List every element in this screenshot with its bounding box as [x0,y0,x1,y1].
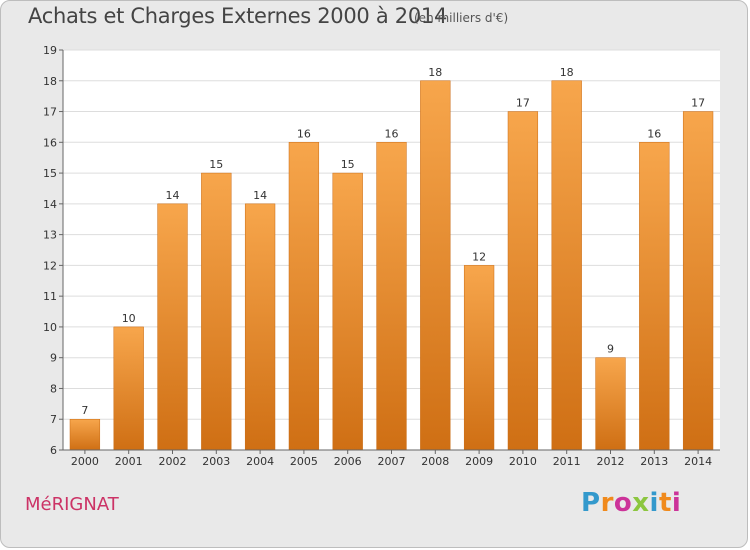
bar-value-label: 12 [472,250,486,263]
x-tick-label: 2002 [159,455,187,468]
logo-letter: P [581,488,601,518]
y-tick-label: 16 [43,136,57,149]
bar-2001 [113,326,144,451]
logo-letter: o [613,488,633,518]
x-tick-label: 2001 [115,455,143,468]
bar-value-label: 7 [81,404,88,417]
y-tick-label: 11 [43,290,57,303]
y-tick-label: 18 [43,75,57,88]
logo-letter: t [658,488,672,518]
chart-title: Achats et Charges Externes 2000 à 2014 [28,4,448,28]
city-name: MéRIGNAT [25,494,119,515]
bar-2004 [244,203,276,451]
bar-2010 [507,111,539,451]
bar-2006 [332,172,363,451]
x-tick-label: 2010 [509,455,537,468]
x-tick-label: 2014 [684,455,712,468]
y-tick-label: 10 [43,321,57,334]
bar-2011 [551,80,582,451]
logo-letter: x [632,488,650,518]
bar-2008 [420,80,451,451]
y-tick-label: 17 [43,106,57,119]
bar-value-label: 16 [647,127,661,140]
bar-value-label: 16 [297,127,311,140]
y-tick-label: 13 [43,229,57,242]
proxiti-logo: Proxiti [581,488,681,518]
x-tick-label: 2013 [640,455,668,468]
bar-2013 [639,142,670,451]
bar-value-label: 14 [253,189,267,202]
bar-2012 [595,357,626,451]
y-tick-label: 14 [43,198,57,211]
bar-2007 [376,142,407,451]
bar-value-label: 9 [607,343,614,356]
x-tick-label: 2004 [246,455,274,468]
bar-2003 [201,172,232,451]
logo-letter: r [600,488,614,518]
chart-subtitle: (en milliers d'€) [414,11,509,25]
bar-value-label: 17 [691,97,705,110]
y-tick-label: 6 [50,444,57,457]
y-tick-label: 15 [43,167,57,180]
bar-value-label: 10 [122,312,136,325]
y-tick-label: 9 [50,352,57,365]
y-tick-label: 12 [43,259,57,272]
bar-value-label: 18 [560,66,574,79]
logo-letter: i [671,488,682,518]
x-tick-label: 2011 [553,455,581,468]
bar-2005 [288,142,320,451]
x-tick-label: 2008 [421,455,449,468]
bar-2014 [682,111,714,451]
bar-value-label: 15 [209,158,223,171]
x-tick-label: 2005 [290,455,318,468]
x-tick-label: 2006 [334,455,362,468]
bar-value-label: 18 [428,66,442,79]
bar-value-label: 17 [516,97,530,110]
x-tick-label: 2007 [378,455,406,468]
bar-value-label: 15 [341,158,355,171]
logo-letter: i [649,488,659,518]
bar-value-label: 14 [166,189,180,202]
y-tick-label: 8 [50,382,57,395]
y-tick-label: 19 [43,44,57,57]
x-tick-label: 2003 [202,455,230,468]
x-tick-label: 2000 [71,455,99,468]
bar-2000 [69,418,101,451]
x-tick-label: 2012 [597,455,625,468]
x-tick-label: 2009 [465,455,493,468]
y-tick-label: 7 [50,413,57,426]
bar-2009 [463,265,495,451]
bar-2002 [157,203,188,451]
bar-value-label: 16 [385,127,399,140]
